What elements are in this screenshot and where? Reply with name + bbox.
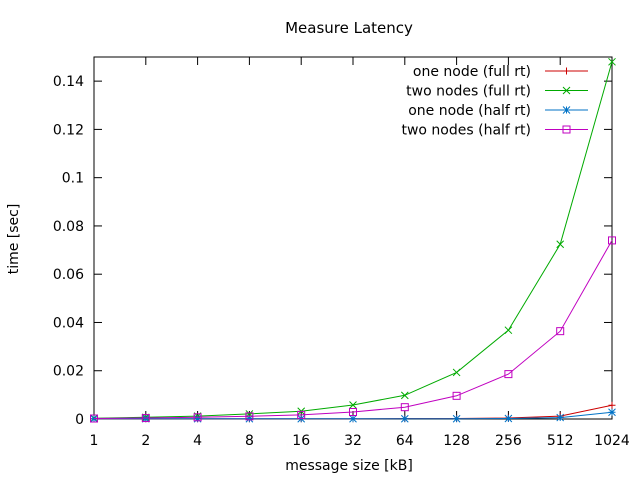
x-tick-label: 256: [495, 433, 522, 449]
data-point: [400, 414, 409, 423]
plot-frame: [93, 56, 613, 420]
data-point: [297, 410, 306, 419]
x-tick-label: 64: [396, 433, 414, 449]
data-point: [141, 414, 150, 423]
x-tick-label: 32: [344, 433, 362, 449]
series-layer: [90, 57, 616, 423]
series: [90, 236, 616, 423]
y-axis-label: time [sec]: [6, 204, 22, 275]
data-point: [556, 240, 565, 249]
y-tick-label: 0.14: [53, 74, 84, 90]
y-tick-label: 0.04: [53, 315, 84, 331]
data-point: [400, 391, 409, 400]
series-line: [93, 240, 613, 419]
data-point: [245, 412, 254, 421]
data-point: [452, 391, 461, 400]
data-point: [349, 401, 357, 409]
x-tick-label: 2: [141, 433, 150, 449]
y-tick-label: 0.08: [53, 219, 84, 235]
y-tick-label: 0.12: [53, 122, 84, 138]
series-line: [93, 61, 613, 419]
data-point: [349, 408, 357, 417]
legend-label: two nodes (half rt): [401, 123, 531, 139]
data-point: [556, 327, 565, 336]
data-point: [452, 368, 461, 377]
x-axis-label: message size [kB]: [285, 458, 413, 474]
data-point: [608, 408, 616, 417]
x-tick-label: 1024: [594, 433, 630, 449]
data-point: [193, 414, 202, 423]
legend: one node (full rt) two nodes (full rt) one…: [401, 64, 588, 139]
x-tick-label: 16: [292, 433, 310, 449]
x-tick-label: 128: [443, 433, 470, 449]
x-tick-label: 512: [547, 433, 574, 449]
y-tick-label: 0.02: [53, 364, 84, 380]
data-point: [563, 67, 570, 75]
y-tick-label: 0.06: [53, 267, 84, 283]
data-point: [562, 106, 571, 114]
chart-title: Measure Latency: [285, 19, 413, 37]
data-point: [504, 414, 513, 423]
data-point: [452, 414, 461, 423]
data-point: [556, 413, 565, 422]
data-point: [245, 414, 254, 423]
axis-ticks: 0 0.02 0.04 0.06 0.08 0.1 0.12 0.14 1 2 4 8 16 32 64 12…: [53, 57, 630, 449]
series: [90, 57, 616, 423]
y-tick-label: 0.1: [62, 171, 84, 187]
x-tick-label: 1: [90, 433, 99, 449]
data-point: [400, 403, 409, 412]
data-point: [504, 370, 513, 379]
legend-label: two nodes (full rt): [406, 84, 531, 100]
data-point: [90, 414, 98, 423]
x-tick-label: 8: [245, 433, 254, 449]
data-point: [349, 414, 357, 423]
legend-label: one node (full rt): [413, 64, 531, 80]
data-point: [504, 326, 513, 335]
legend-label: one node (half rt): [408, 103, 531, 119]
data-point: [608, 57, 616, 66]
data-point: [141, 414, 150, 423]
data-point: [608, 236, 616, 245]
data-point: [90, 414, 98, 423]
x-tick-label: 4: [193, 433, 202, 449]
data-point: [562, 86, 571, 95]
data-point: [193, 413, 202, 422]
data-point: [608, 401, 616, 409]
data-point: [562, 125, 571, 134]
y-tick-label: 0: [75, 412, 84, 428]
